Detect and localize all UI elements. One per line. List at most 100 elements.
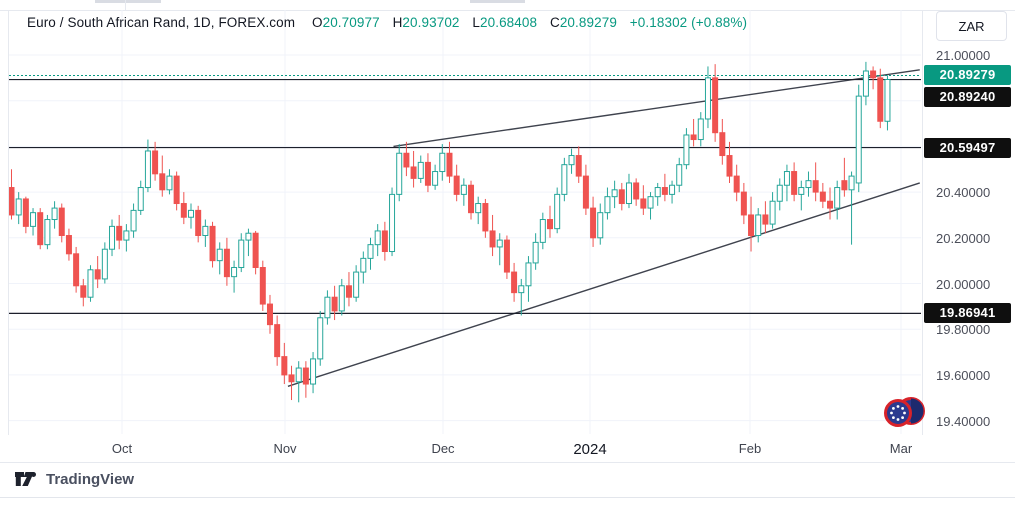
- currency-button[interactable]: ZAR: [936, 11, 1007, 41]
- candle: [511, 271, 518, 294]
- price-badge: 20.59497: [924, 137, 1011, 158]
- candle: [762, 214, 769, 225]
- candle: [676, 164, 683, 186]
- candle: [109, 225, 116, 250]
- candle: [568, 155, 575, 166]
- price-badge: 20.89240: [924, 86, 1011, 107]
- frame-top-border: [0, 10, 1015, 11]
- price-level-lines[interactable]: [9, 78, 921, 314]
- candle: [453, 175, 460, 195]
- close-label: C: [549, 15, 560, 30]
- candle: [848, 175, 855, 191]
- price-badge: 19.86941: [924, 303, 1011, 324]
- candle: [58, 207, 65, 237]
- candle: [697, 118, 704, 141]
- candle: [855, 95, 862, 184]
- time-axis[interactable]: Oct Nov Dec 2024 Feb Mar: [0, 435, 1015, 462]
- candle: [884, 78, 891, 122]
- candle: [625, 182, 632, 205]
- page-divider: [0, 497, 1015, 498]
- cropped-content-fragment: [95, 0, 161, 3]
- candle: [30, 212, 37, 227]
- candle: [525, 262, 532, 287]
- candle: [310, 358, 317, 385]
- candle: [266, 303, 273, 326]
- price-axis[interactable]: 21.00000 20.40000 20.20000 20.00000 19.80000…: [922, 10, 1015, 435]
- candle: [216, 248, 223, 262]
- candle: [611, 189, 618, 198]
- trend-lines[interactable]: [287, 69, 920, 387]
- candle: [137, 187, 144, 211]
- candle: [396, 152, 403, 195]
- tradingview-logo-icon: [15, 472, 36, 486]
- price-tick-label: 21.00000: [936, 48, 991, 63]
- candle: [604, 196, 611, 214]
- candle: [252, 232, 259, 269]
- price-badge: 20.89279: [924, 65, 1011, 86]
- candle: [51, 207, 58, 221]
- candle: [669, 184, 676, 195]
- candle: [202, 225, 209, 237]
- candle: [116, 225, 123, 241]
- grid-lines: [9, 10, 921, 434]
- frame-bottom-border: [0, 462, 1015, 463]
- price-axis-separator: [922, 10, 923, 462]
- candle: [776, 184, 783, 202]
- candle: [618, 189, 625, 205]
- candle: [274, 324, 281, 358]
- candle: [597, 212, 604, 239]
- candle: [539, 219, 546, 243]
- candle: [360, 257, 367, 273]
- candle: [575, 155, 582, 177]
- candle: [812, 180, 819, 193]
- cropped-content-fragment: [470, 0, 525, 3]
- candle: [65, 235, 72, 255]
- candle: [223, 248, 230, 278]
- candle: [424, 161, 431, 186]
- candle: [9, 187, 15, 216]
- candle: [166, 175, 173, 191]
- symbol-legend[interactable]: Euro / South African Rand, 1D, FOREX.com…: [27, 15, 747, 30]
- candle: [295, 367, 302, 383]
- candle: [123, 230, 130, 241]
- price-tick-label: 20.00000: [936, 276, 991, 292]
- candle: [633, 182, 640, 200]
- candle: [582, 175, 589, 209]
- candle: [389, 193, 396, 253]
- time-axis-label: Oct: [111, 441, 133, 456]
- price-tick-label: 19.40000: [936, 413, 991, 429]
- candle: [432, 171, 439, 186]
- candle: [231, 267, 238, 278]
- candle: [489, 230, 496, 248]
- candle: [791, 171, 798, 195]
- plot-area[interactable]: [9, 10, 921, 434]
- candle: [748, 214, 755, 237]
- candle: [482, 203, 489, 232]
- candle: [683, 134, 690, 166]
- frame-left-border: [8, 10, 9, 462]
- time-axis-label: Dec: [431, 441, 455, 456]
- candle: [769, 200, 776, 225]
- candle: [726, 155, 733, 177]
- candle: [238, 239, 245, 269]
- price-tick-label: 20.20000: [936, 230, 991, 246]
- change-value: +0.18302 (+0.88%): [629, 15, 748, 30]
- candle: [446, 152, 453, 177]
- eur-zar-pair-icon: [880, 393, 930, 438]
- candle: [439, 152, 446, 173]
- candle: [740, 191, 747, 216]
- candle: [44, 219, 51, 246]
- candle: [173, 175, 180, 205]
- currency-button-label: ZAR: [958, 18, 985, 34]
- candle: [690, 134, 697, 141]
- candle: [331, 296, 338, 312]
- candle: [367, 244, 374, 259]
- candle: [719, 132, 726, 157]
- candle: [590, 207, 597, 239]
- candle: [403, 152, 410, 168]
- tradingview-attribution[interactable]: TradingView: [14, 469, 134, 489]
- candle: [345, 285, 352, 298]
- candle: [468, 184, 475, 214]
- symbol-title[interactable]: Euro / South African Rand, 1D, FOREX.com: [27, 15, 296, 30]
